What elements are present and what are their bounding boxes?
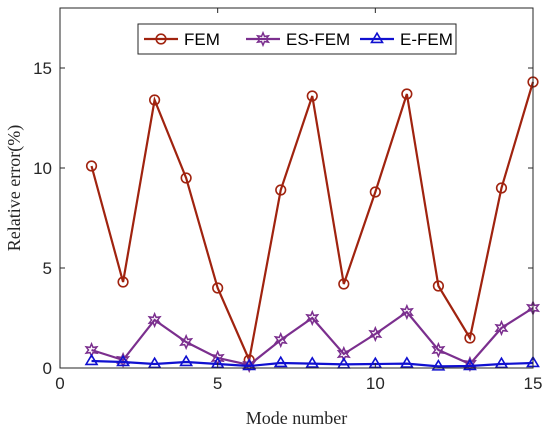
data-point-es-fem: [147, 311, 162, 329]
series-fem: [85, 76, 539, 366]
ticks-layer: 0 5 10 15 0 5 10 15: [33, 8, 542, 393]
data-point-e-fem: [84, 353, 99, 366]
data-point-fem: [495, 182, 508, 194]
data-point-e-fem: [116, 354, 130, 367]
data-point-fem: [306, 90, 318, 102]
y-tick-label: 5: [43, 259, 52, 278]
data-point-fem: [117, 276, 129, 288]
data-point-fem: [432, 280, 445, 292]
data-point-es-fem: [179, 333, 194, 351]
data-point-fem: [180, 172, 192, 184]
legend-item-e-fem: E-FEM: [360, 30, 453, 49]
x-tick-label: 5: [213, 374, 222, 393]
y-tick-label: 15: [33, 59, 52, 78]
data-point-e-fem: [431, 359, 446, 371]
y-tick-label: 10: [33, 159, 52, 178]
y-tick-label: 0: [43, 359, 52, 378]
data-point-e-fem: [273, 355, 288, 368]
data-point-fem: [212, 282, 224, 294]
legend-label-es-fem: ES-FEM: [286, 30, 350, 49]
data-point-e-fem: [494, 356, 509, 369]
legend-marker-e-fem: [370, 31, 384, 44]
series-line-e-fem: [91, 359, 534, 368]
data-point-es-fem: [273, 331, 288, 349]
legend-label-e-fem: E-FEM: [400, 30, 453, 49]
legend-item-es-fem: ES-FEM: [246, 30, 350, 49]
data-point-fem: [338, 278, 350, 290]
data-point-fem: [149, 94, 161, 106]
legend-marker-es-fem: [255, 30, 271, 48]
data-point-es-fem: [242, 356, 257, 374]
plot-background: [60, 8, 533, 368]
data-point-es-fem: [431, 341, 446, 359]
data-point-fem: [85, 160, 98, 172]
series-es-fem: [84, 299, 541, 374]
series-line-fem: [90, 81, 535, 364]
x-tick-label: 10: [366, 374, 385, 393]
data-point-e-fem: [463, 358, 477, 371]
data-point-es-fem: [494, 319, 509, 337]
x-tick-label: 0: [55, 374, 64, 393]
data-point-es-fem: [336, 345, 351, 363]
data-point-fem: [275, 184, 287, 196]
data-point-e-fem: [305, 356, 320, 368]
data-point-fem: [464, 332, 476, 344]
data-point-es-fem: [399, 303, 414, 321]
data-point-fem: [369, 186, 381, 198]
x-axis-label: Mode number: [246, 408, 347, 428]
series-e-fem: [84, 353, 540, 371]
data-point-e-fem: [147, 356, 162, 369]
data-point-e-fem: [399, 356, 414, 368]
data-point-e-fem: [179, 354, 194, 367]
legend: FEM ES-FEM E-FEM: [137, 23, 457, 55]
plot-area: [60, 8, 533, 368]
x-tick-label: 15: [524, 374, 543, 393]
data-point-fem: [401, 88, 413, 100]
y-axis-label: Relative error(%): [4, 125, 25, 251]
legend-marker-fem: [155, 33, 167, 45]
series-layer: [84, 76, 541, 374]
axes-layer: [59, 7, 534, 369]
legend-item-fem: FEM: [144, 30, 220, 49]
legend-box: [137, 23, 457, 55]
legend-label-fem: FEM: [184, 30, 220, 49]
data-point-es-fem: [368, 325, 383, 343]
axes-box: [59, 7, 534, 369]
data-point-e-fem: [242, 358, 257, 371]
series-line-es-fem: [91, 307, 534, 367]
data-point-es-fem: [305, 309, 320, 327]
